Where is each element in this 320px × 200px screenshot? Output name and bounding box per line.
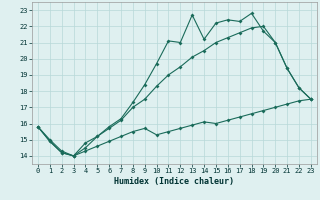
- X-axis label: Humidex (Indice chaleur): Humidex (Indice chaleur): [115, 177, 234, 186]
